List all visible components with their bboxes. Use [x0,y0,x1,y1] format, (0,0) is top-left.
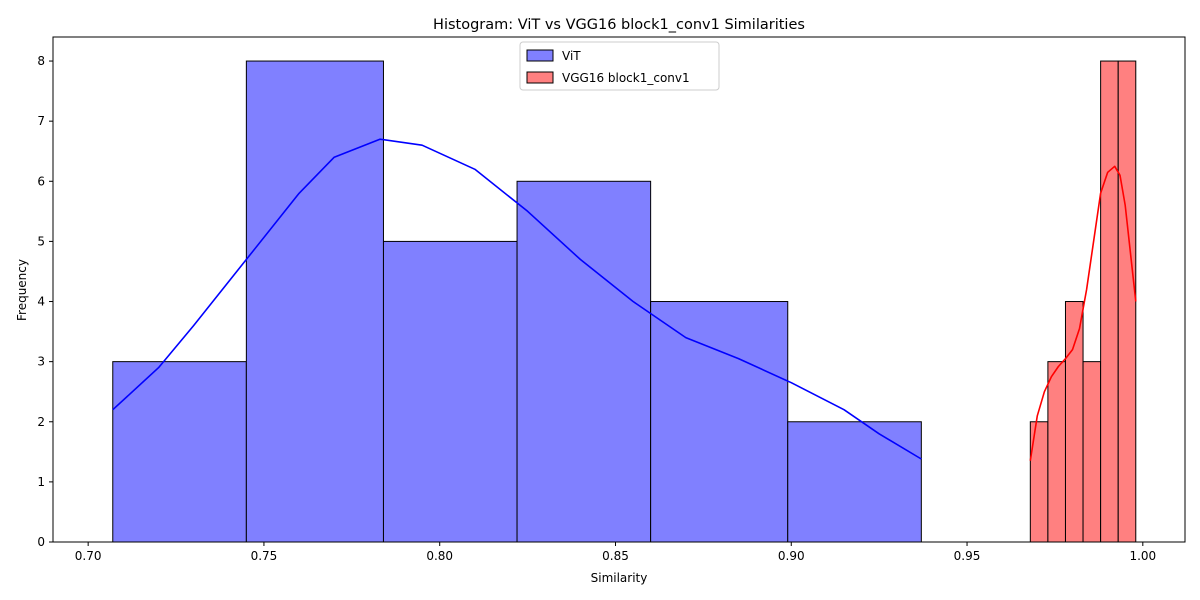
kde-line-series1 [1029,165,1137,461]
y-tick-label: 3 [37,355,45,369]
bar-series1-bin4 [1100,60,1119,543]
x-axis-label: Similarity [591,571,648,585]
axes-layer [52,36,1186,543]
bar-series0-bin0 [112,361,247,543]
y-axis-ticks: 0 1 2 3 4 5 6 7 8 [37,54,53,549]
y-axis-label: Frequency [15,259,29,321]
y-tick-label: 2 [37,415,45,429]
x-tick-label: 1.00 [1129,549,1156,563]
legend: ViT VGG16 block1_conv1 [519,41,720,91]
legend-label: VGG16 block1_conv1 [562,71,690,85]
y-tick-label: 5 [37,234,45,248]
x-tick-label: 0.90 [778,549,805,563]
x-tick-label: 0.70 [75,549,102,563]
y-tick-label: 7 [37,114,45,128]
bar-series1-bin3 [1082,361,1102,543]
y-tick-label: 4 [37,295,45,309]
legend-swatch [526,49,554,62]
bar-series0-bin4 [650,301,789,543]
kde-layer [112,138,1137,461]
y-tick-label: 1 [37,475,45,489]
x-tick-label: 0.85 [602,549,629,563]
y-tick-label: 6 [37,174,45,188]
kde-line-series0 [112,138,922,460]
bar-series1-bin2 [1064,301,1084,543]
x-tick-label: 0.80 [426,549,453,563]
bar-series0-bin2 [382,240,518,543]
bars-layer [112,60,1137,543]
legend-label: ViT [562,49,581,63]
bar-series0-bin3 [516,180,652,543]
legend-swatch [526,71,554,84]
legend-box [519,41,720,91]
x-tick-label: 0.95 [954,549,981,563]
x-axis-ticks: 0.70 0.75 0.80 0.85 0.90 0.95 1.00 [75,542,1156,563]
plot-frame [52,36,1186,543]
y-tick-label: 0 [37,535,45,549]
bar-series0-bin5 [787,421,922,543]
bar-series1-bin5 [1117,60,1137,543]
bar-series0-bin1 [245,60,384,543]
bar-series1-bin1 [1047,361,1066,543]
y-tick-label: 8 [37,54,45,68]
chart-title: Histogram: ViT vs VGG16 block1_conv1 Sim… [433,17,805,33]
x-tick-label: 0.75 [251,549,278,563]
